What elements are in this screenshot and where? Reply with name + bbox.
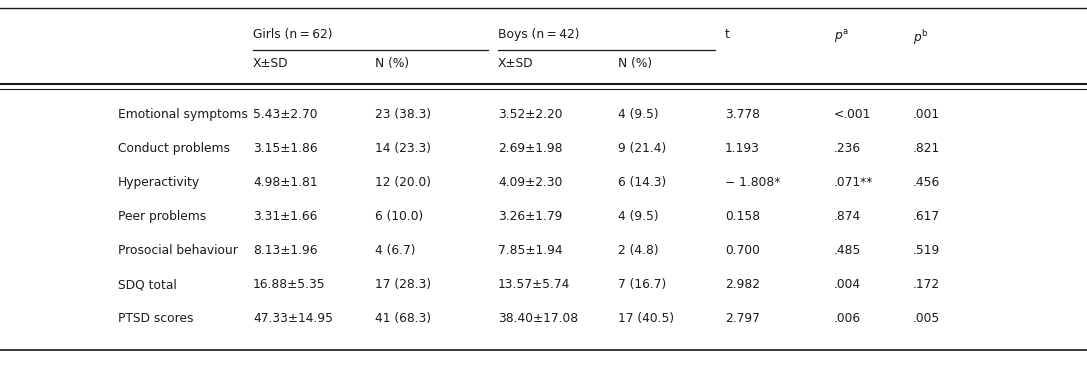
Text: Conduct problems: Conduct problems [118,142,230,155]
Text: PTSD scores: PTSD scores [118,312,193,325]
Text: 3.15±1.86: 3.15±1.86 [253,142,317,155]
Text: .006: .006 [834,312,861,325]
Text: Hyperactivity: Hyperactivity [118,176,200,189]
Text: 8.13±1.96: 8.13±1.96 [253,244,317,257]
Text: 9 (21.4): 9 (21.4) [619,142,666,155]
Text: 3.26±1.79: 3.26±1.79 [498,210,562,223]
Text: .172: .172 [913,278,940,291]
Text: X±SD: X±SD [253,57,289,70]
Text: .874: .874 [834,210,861,223]
Text: $p^{\mathrm{b}}$: $p^{\mathrm{b}}$ [913,28,928,47]
Text: X±SD: X±SD [498,57,534,70]
Text: 4 (6.7): 4 (6.7) [375,244,415,257]
Text: Emotional symptoms: Emotional symptoms [118,108,248,121]
Text: 2.69±1.98: 2.69±1.98 [498,142,562,155]
Text: 4.98±1.81: 4.98±1.81 [253,176,317,189]
Text: 3.778: 3.778 [725,108,760,121]
Text: 0.700: 0.700 [725,244,760,257]
Text: Boys (n = 42): Boys (n = 42) [498,28,579,41]
Text: 3.31±1.66: 3.31±1.66 [253,210,317,223]
Text: 38.40±17.08: 38.40±17.08 [498,312,578,325]
Text: 41 (68.3): 41 (68.3) [375,312,432,325]
Text: 2.982: 2.982 [725,278,760,291]
Text: Girls (n = 62): Girls (n = 62) [253,28,333,41]
Text: .071**: .071** [834,176,873,189]
Text: t: t [725,28,729,41]
Text: 16.88±5.35: 16.88±5.35 [253,278,326,291]
Text: 3.52±2.20: 3.52±2.20 [498,108,562,121]
Text: .456: .456 [913,176,940,189]
Text: 0.158: 0.158 [725,210,760,223]
Text: 2 (4.8): 2 (4.8) [619,244,659,257]
Text: 7 (16.7): 7 (16.7) [619,278,666,291]
Text: − 1.808*: − 1.808* [725,176,780,189]
Text: .821: .821 [913,142,940,155]
Text: .236: .236 [834,142,861,155]
Text: 1.193: 1.193 [725,142,760,155]
Text: Peer problems: Peer problems [118,210,207,223]
Text: 6 (14.3): 6 (14.3) [619,176,666,189]
Text: 47.33±14.95: 47.33±14.95 [253,312,333,325]
Text: .001: .001 [913,108,940,121]
Text: .485: .485 [834,244,861,257]
Text: $p^{\mathrm{a}}$: $p^{\mathrm{a}}$ [834,28,849,45]
Text: .005: .005 [913,312,940,325]
Text: N (%): N (%) [619,57,652,70]
Text: 6 (10.0): 6 (10.0) [375,210,423,223]
Text: <.001: <.001 [834,108,872,121]
Text: 13.57±5.74: 13.57±5.74 [498,278,571,291]
Text: 17 (28.3): 17 (28.3) [375,278,432,291]
Text: 4 (9.5): 4 (9.5) [619,108,659,121]
Text: 7.85±1.94: 7.85±1.94 [498,244,563,257]
Text: .519: .519 [913,244,940,257]
Text: 2.797: 2.797 [725,312,760,325]
Text: 5.43±2.70: 5.43±2.70 [253,108,317,121]
Text: .004: .004 [834,278,861,291]
Text: N (%): N (%) [375,57,409,70]
Text: Prosocial behaviour: Prosocial behaviour [118,244,238,257]
Text: 23 (38.3): 23 (38.3) [375,108,432,121]
Text: 4.09±2.30: 4.09±2.30 [498,176,562,189]
Text: 4 (9.5): 4 (9.5) [619,210,659,223]
Text: SDQ total: SDQ total [118,278,177,291]
Text: 12 (20.0): 12 (20.0) [375,176,432,189]
Text: 14 (23.3): 14 (23.3) [375,142,432,155]
Text: 17 (40.5): 17 (40.5) [619,312,674,325]
Text: .617: .617 [913,210,940,223]
